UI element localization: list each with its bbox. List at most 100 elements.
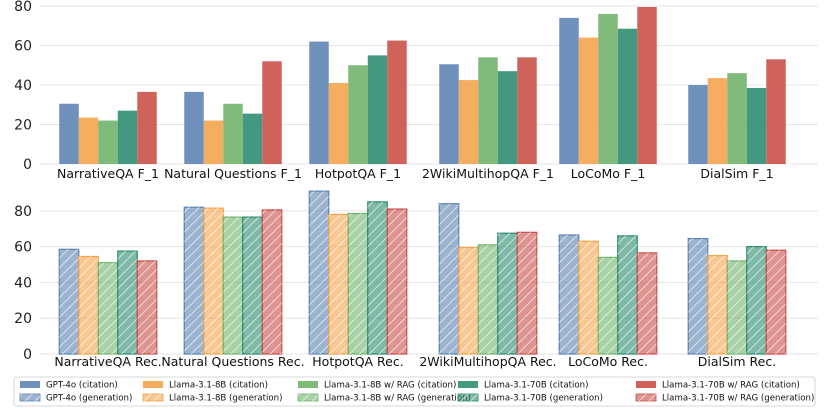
bar-llama-3-1-70b-citation-2wikimultihopqa-f-1	[497, 71, 518, 164]
category-label: NarrativeQA F_1	[57, 166, 159, 181]
bar-hatch	[766, 250, 786, 354]
y-tick-label: 40	[14, 275, 32, 291]
bar-gpt-4o-citation-natural-questions-f-1	[184, 91, 204, 164]
bar-hatch	[348, 213, 368, 354]
bar-hatch	[223, 217, 243, 354]
bar-llama-3-1-70b-w-rag-citation-dialsim-f-1	[766, 59, 786, 165]
y-tick-label: 20	[14, 118, 32, 134]
bar-hatch	[439, 203, 459, 354]
bar-hatch	[559, 235, 579, 354]
legend-swatch	[298, 381, 318, 388]
bar-hatch	[98, 262, 118, 354]
bar-llama-3-1-8b-w-rag-citation-2wikimultihopqa-f-1	[478, 57, 498, 164]
legend-swatch	[143, 381, 163, 388]
bar-llama-3-1-8b-w-rag-citation-narrativeqa-f-1	[98, 120, 118, 164]
bar-hatch	[367, 201, 388, 354]
bar-hatch	[387, 209, 407, 354]
legend-swatch	[458, 381, 478, 388]
category-label: LoCoMo F_1	[571, 166, 646, 181]
bar-llama-3-1-8b-w-rag-citation-hotpotqa-f-1	[348, 65, 368, 164]
bar-llama-3-1-8b-citation-locomo-f-1	[578, 37, 599, 164]
bar-gpt-4o-citation-hotpotqa-f-1	[309, 41, 329, 164]
legend-frame	[13, 376, 816, 407]
y-tick-label: 80	[14, 0, 32, 15]
category-label: HotpotQA F_1	[315, 166, 401, 181]
bar-llama-3-1-70b-w-rag-citation-narrativeqa-f-1	[137, 91, 157, 164]
legend: GPT-4o (citation) GPT-4o (generation) Llam…	[13, 376, 816, 407]
bar-hatch	[478, 244, 498, 354]
bar-hatch	[203, 208, 224, 354]
bar-llama-3-1-70b-citation-locomo-f-1	[617, 28, 638, 165]
bar-llama-3-1-70b-w-rag-citation-2wikimultihopqa-f-1	[517, 57, 537, 164]
y-tick-label: 0	[23, 157, 32, 173]
bar-hatch	[242, 217, 263, 354]
category-label: 2WikiMultihopQA Rec.	[419, 354, 556, 369]
legend-label: Llama-3.1-70B w/ RAG (generation)	[662, 394, 814, 404]
bar-llama-3-1-8b-citation-natural-questions-f-1	[203, 120, 224, 164]
bar-hatch	[184, 207, 204, 354]
bar-gpt-4o-citation-narrativeqa-f-1	[59, 103, 79, 164]
bar-hatch	[309, 191, 329, 354]
bar-hatch	[137, 260, 157, 354]
legend-swatch-hatch	[298, 394, 318, 401]
category-label: LoCoMo Rec.	[568, 354, 648, 369]
legend-swatch-hatch	[636, 394, 656, 401]
legend-swatch	[636, 381, 656, 388]
bar-llama-3-1-8b-w-rag-citation-locomo-f-1	[598, 13, 618, 165]
bar-gpt-4o-citation-locomo-f-1	[559, 17, 579, 164]
bar-hatch	[707, 255, 728, 354]
bar-hatch	[746, 246, 767, 354]
bar-llama-3-1-8b-w-rag-citation-dialsim-f-1	[727, 73, 747, 164]
bar-hatch	[59, 249, 79, 354]
bar-llama-3-1-70b-citation-hotpotqa-f-1	[367, 55, 388, 164]
bar-llama-3-1-70b-w-rag-citation-hotpotqa-f-1	[387, 40, 407, 164]
y-tick-label: 0	[23, 347, 32, 363]
category-label: Natural Questions Rec.	[161, 354, 304, 369]
generation-panel: 0 20 40 60 80 NarrativeQA Rec. Natural Questio…	[14, 190, 818, 369]
bar-llama-3-1-70b-citation-dialsim-f-1	[746, 87, 767, 164]
bar-llama-3-1-8b-citation-narrativeqa-f-1	[78, 117, 99, 164]
legend-label: Llama-3.1-70B (citation)	[484, 381, 588, 391]
bar-hatch	[78, 256, 99, 354]
bar-hatch	[598, 257, 618, 354]
legend-swatch-hatch	[143, 394, 163, 401]
bar-hatch	[637, 252, 657, 354]
legend-label: Llama-3.1-70B w/ RAG (citation)	[662, 381, 800, 391]
bar-llama-3-1-70b-w-rag-citation-natural-questions-f-1	[262, 61, 282, 164]
category-label: DialSim Rec.	[698, 354, 776, 369]
legend-label: Llama-3.1-8B (citation)	[169, 381, 268, 391]
bar-hatch	[517, 232, 537, 354]
bar-llama-3-1-8b-citation-2wikimultihopqa-f-1	[458, 80, 479, 164]
bar-hatch	[497, 233, 518, 354]
bar-hatch	[578, 241, 599, 354]
bar-llama-3-1-8b-citation-hotpotqa-f-1	[328, 83, 349, 164]
bar-gpt-4o-citation-2wikimultihopqa-f-1	[439, 64, 459, 164]
legend-swatch-hatch	[20, 394, 40, 401]
bar-llama-3-1-8b-w-rag-citation-natural-questions-f-1	[223, 103, 243, 164]
y-tick-label: 40	[14, 78, 32, 94]
legend-label: Llama-3.1-8B w/ RAG (citation)	[324, 381, 456, 391]
y-tick-label: 20	[14, 311, 32, 327]
y-tick-label: 60	[14, 240, 32, 256]
legend-label: Llama-3.1-8B (generation)	[169, 394, 283, 404]
category-label: NarrativeQA Rec.	[54, 354, 161, 369]
bar-hatch	[117, 251, 138, 354]
category-label: Natural Questions F_1	[164, 166, 302, 181]
category-label: 2WikiMultihopQA F_1	[422, 166, 554, 181]
bar-llama-3-1-70b-citation-narrativeqa-f-1	[117, 110, 138, 164]
bar-llama-3-1-70b-w-rag-citation-locomo-f-1	[637, 6, 657, 164]
bar-hatch	[688, 238, 708, 354]
bar-llama-3-1-70b-citation-natural-questions-f-1	[242, 113, 263, 164]
legend-label: Llama-3.1-70B (generation)	[484, 394, 603, 404]
bar-llama-3-1-8b-citation-dialsim-f-1	[707, 78, 728, 164]
bar-hatch	[458, 247, 479, 354]
category-label: HotpotQA Rec.	[312, 354, 403, 369]
bar-hatch	[262, 209, 282, 354]
legend-swatch	[20, 381, 40, 388]
legend-swatch-hatch	[458, 394, 478, 401]
legend-label: GPT-4o (generation)	[46, 394, 132, 404]
legend-label: Llama-3.1-8B w/ RAG (generation)	[324, 394, 471, 404]
category-label: DialSim F_1	[700, 166, 773, 181]
citation-panel: 0 20 40 60 80 NarrativeQA F_1 Natural Question…	[14, 0, 818, 181]
